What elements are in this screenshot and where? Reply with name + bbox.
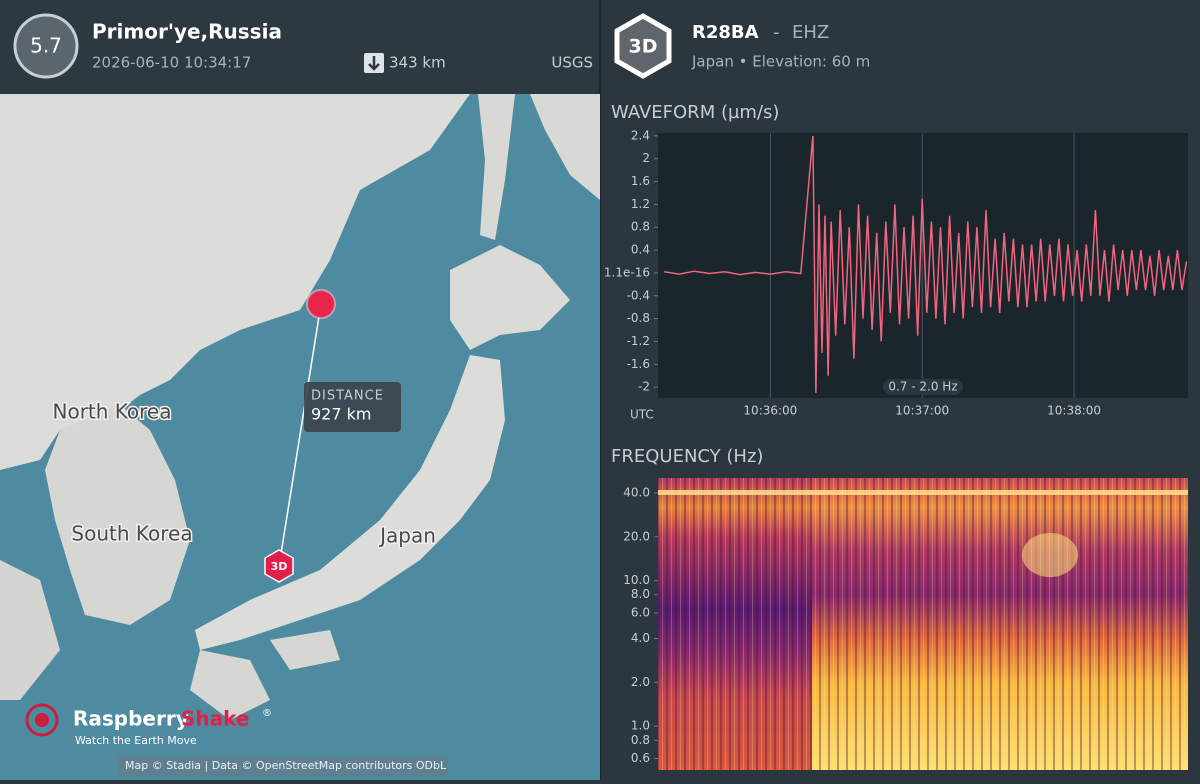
hokkaido: [450, 245, 570, 350]
spectrogram-line: [658, 490, 1188, 495]
magnitude-badge: [13, 13, 79, 79]
y-tick-label: 6.0: [631, 605, 650, 619]
kyushu: [190, 650, 270, 720]
brand-accent: Shake: [181, 707, 249, 731]
station-marker-text: 3D: [271, 560, 288, 573]
y-tick-label: 0.8: [631, 220, 650, 234]
station-info: Japan • Elevation: 60 m: [691, 53, 870, 71]
brand: Raspberry: [73, 707, 189, 731]
korea: [45, 405, 190, 625]
y-tick-label: 10.0: [623, 573, 650, 587]
station-name: R28BA: [692, 22, 759, 43]
y-tick-label: -1.2: [627, 334, 650, 348]
y-tick-label: 0.6: [631, 751, 650, 765]
event-header: [0, 0, 600, 94]
map-label: South Korea: [71, 522, 192, 546]
x-tick-label: 10:37:00: [895, 404, 949, 418]
y-tick-label: 20.0: [623, 529, 650, 543]
y-tick-label: 0.4: [631, 243, 650, 257]
brand-logo: [25, 703, 59, 737]
location: Primor'ye,Russia: [92, 20, 282, 44]
station-marker[interactable]: [264, 549, 294, 583]
distance-box: [304, 382, 401, 432]
y-tick-label: 1.2: [631, 197, 650, 211]
waveform-trace: [663, 135, 1188, 393]
station-badge: [614, 13, 672, 79]
y-tick-label: 40.0: [623, 485, 650, 499]
y-tick-label: 1.6: [631, 174, 650, 188]
y-tick-label: 1.0: [631, 719, 650, 733]
band-pill: [883, 379, 963, 395]
station-badge-text: 3D: [629, 36, 658, 58]
honshu: [195, 355, 505, 650]
channel: EHZ: [792, 22, 829, 43]
y-tick-label: 2.4: [631, 128, 650, 142]
map-label: North Korea: [53, 400, 172, 424]
x-tick-label: 10:36:00: [743, 404, 797, 418]
y-tick-label: 0.8: [631, 733, 650, 747]
waveform-title: WAVEFORM (µm/s): [611, 102, 779, 123]
y-tick-label: 1.1e-16: [604, 265, 650, 279]
band-label: 0.7 - 2.0 Hz: [888, 380, 957, 394]
y-tick-label: -0.4: [627, 288, 650, 302]
separator: -: [773, 22, 780, 43]
x-tick-label: 10:38:00: [1047, 404, 1101, 418]
land-ne: [530, 94, 600, 200]
source: USGS: [551, 54, 593, 72]
distance: 927 km: [311, 405, 371, 424]
brand-logo-core: [35, 713, 49, 727]
y-tick-label: 4.0: [631, 631, 650, 645]
spectrogram-burst: [1022, 533, 1078, 577]
y-tick-label: 2: [642, 151, 650, 165]
y-tick-label: 2.0: [631, 675, 650, 689]
depth: 343 km: [389, 54, 446, 72]
waveform-plot: [658, 133, 1188, 398]
shikoku: [270, 630, 340, 670]
map-label: Japan: [378, 524, 436, 548]
attribution-bar: [118, 756, 448, 776]
tagline: Watch the Earth Move: [75, 734, 197, 747]
mainland: [0, 94, 470, 470]
epicenter[interactable]: [306, 289, 336, 319]
distance-line: [278, 303, 322, 567]
magnitude: 5.7: [30, 34, 62, 58]
china-coast: [0, 560, 60, 700]
sakhalin: [478, 94, 515, 240]
frequency-title: FREQUENCY (Hz): [611, 446, 763, 467]
frequency-chart: 40.0 20.0 10.08.0 6.0 4.0 2.0 1.00.8 0.6: [623, 485, 658, 765]
y-tick-label: -0.8: [627, 311, 650, 325]
utc-label: UTC: [630, 408, 654, 422]
y-tick-label: -1.6: [627, 357, 650, 371]
spectrogram-texture: [658, 478, 1188, 770]
depth-arrow: [368, 56, 380, 71]
brand-mark: ®: [262, 708, 272, 719]
y-tick-label: -2: [638, 380, 650, 394]
attribution[interactable]: Map © Stadia | Data © OpenStreetMap cont…: [125, 759, 447, 772]
waveform-chart: 10:36:00 10:37:00 10:38:00 2.4 2 1.6 1.2 0.8 0.4…: [604, 128, 1188, 418]
y-tick-label: 8.0: [631, 587, 650, 601]
distance-label: DISTANCE: [311, 389, 384, 404]
time: 2026-06-10 10:34:17: [92, 54, 251, 72]
